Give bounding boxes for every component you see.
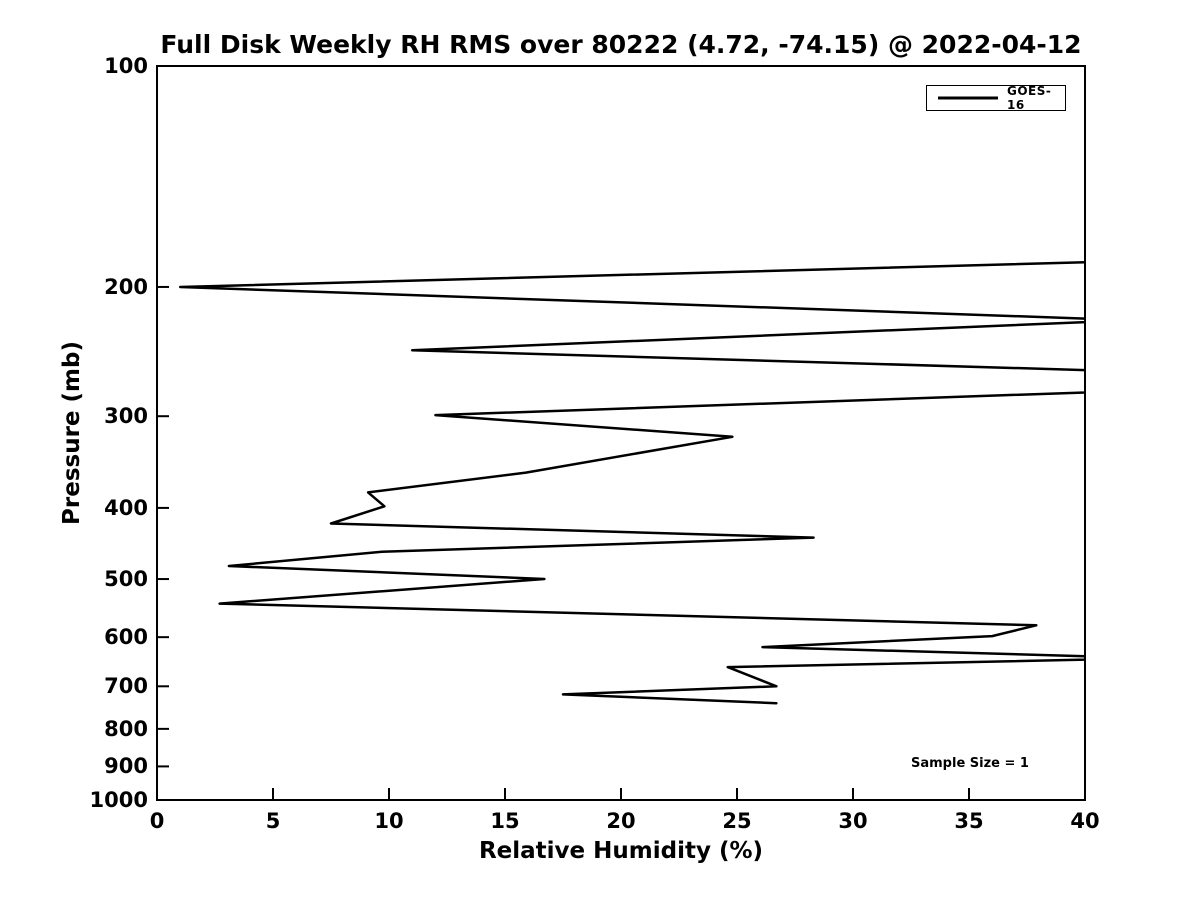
y-tick-label: 700 (104, 674, 148, 699)
data-line-goes-16 (178, 261, 1085, 705)
x-tick-label: 35 (954, 809, 984, 833)
legend: GOES-16 (926, 84, 1066, 112)
chart-title: Full Disk Weekly RH RMS over 80222 (4.72… (160, 30, 1082, 59)
y-tick-label: 100 (104, 54, 148, 78)
y-tick-label: 900 (104, 754, 148, 779)
y-tick-label: 600 (104, 625, 148, 650)
x-tick-label: 15 (490, 809, 520, 833)
axes-spines (156, 65, 1086, 801)
x-tick-label: 25 (722, 809, 752, 833)
x-tick-label: 20 (606, 809, 636, 833)
y-tick-label: 800 (104, 716, 148, 741)
x-axis-label: Relative Humidity (%) (478, 838, 764, 864)
x-tick-label: 40 (1070, 809, 1100, 833)
x-tick-label: 10 (374, 809, 404, 833)
x-tick-label: 30 (838, 809, 868, 833)
y-tick-label: 400 (104, 495, 148, 520)
y-tick-label: 1000 (89, 788, 148, 812)
sample-size-annotation: Sample Size = 1 (911, 756, 1029, 771)
y-tick-label: 500 (104, 567, 148, 592)
y-tick-label: 300 (104, 404, 148, 429)
y-tick-label: 200 (104, 274, 148, 299)
x-tick-label: 5 (265, 809, 281, 833)
legend-line-sample-icon (938, 96, 998, 100)
legend-label: GOES-16 (1007, 84, 1052, 112)
x-tick-label: 0 (149, 809, 165, 833)
